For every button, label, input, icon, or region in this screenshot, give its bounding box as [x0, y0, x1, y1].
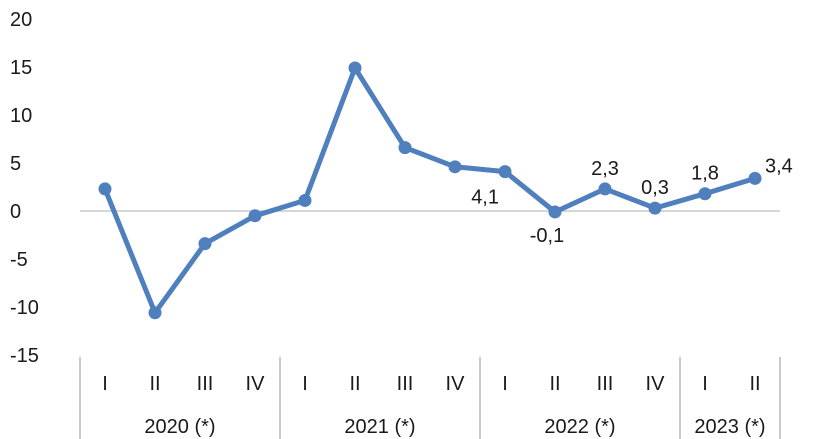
data-point — [548, 205, 562, 219]
x-tick-label: III — [597, 373, 614, 395]
x-tick-label: III — [197, 373, 214, 395]
data-point — [498, 165, 512, 179]
data-point — [348, 61, 362, 75]
x-tick-label: II — [549, 373, 560, 395]
x-group-label: 2020 (*) — [144, 416, 215, 438]
x-tick-label: II — [749, 373, 760, 395]
x-group-label: 2023 (*) — [694, 416, 765, 438]
x-group-label: 2022 (*) — [544, 416, 615, 438]
x-tick-label: I — [102, 373, 108, 395]
y-axis-ticks: -15 -10 -5 0 5 10 15 20 — [10, 9, 39, 367]
x-tick-label: IV — [246, 373, 266, 395]
y-tick-label: 5 — [10, 153, 21, 175]
data-point — [198, 237, 212, 251]
data-label: 0,3 — [641, 177, 669, 199]
x-tick-label: I — [702, 373, 708, 395]
y-tick-label: 10 — [10, 105, 32, 127]
data-point — [98, 182, 112, 196]
x-tick-label: I — [502, 373, 508, 395]
x-tick-label: III — [397, 373, 414, 395]
y-tick-label: -5 — [10, 249, 28, 271]
data-label: -0,1 — [530, 225, 564, 247]
series-layer — [98, 61, 762, 320]
y-tick-label: 15 — [10, 57, 32, 79]
data-point — [398, 141, 412, 155]
data-label: 2,3 — [591, 158, 619, 180]
data-point — [148, 306, 162, 320]
data-point — [248, 209, 262, 223]
data-point — [448, 160, 462, 174]
x-tick-label: IV — [646, 373, 666, 395]
x-tick-label: II — [149, 373, 160, 395]
series-line — [102, 65, 758, 316]
data-point — [748, 171, 762, 185]
data-label: 3,4 — [765, 155, 793, 177]
data-label: 4,1 — [471, 187, 499, 209]
data-label: 1,8 — [691, 163, 719, 185]
x-tick-label: I — [302, 373, 308, 395]
x-tick-label: II — [349, 373, 360, 395]
y-tick-label: 0 — [10, 201, 21, 223]
y-tick-label: -15 — [10, 345, 39, 367]
y-tick-label: -10 — [10, 297, 39, 319]
data-point — [298, 193, 312, 207]
data-labels: 4,1 -0,1 2,3 0,3 1,8 3,4 — [471, 155, 793, 247]
data-point — [698, 187, 712, 201]
data-point — [648, 201, 662, 215]
x-group-label: 2021 (*) — [344, 416, 415, 438]
data-point — [598, 182, 612, 196]
x-tick-label: IV — [446, 373, 466, 395]
y-tick-label: 20 — [10, 9, 32, 31]
